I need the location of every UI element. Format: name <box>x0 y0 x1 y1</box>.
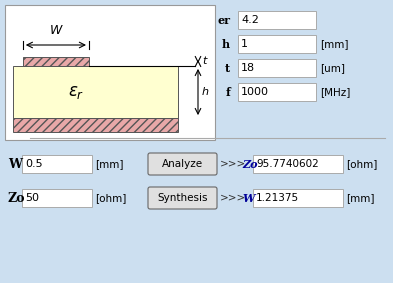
Text: 1.21375: 1.21375 <box>256 193 299 203</box>
Text: 95.7740602: 95.7740602 <box>256 159 319 169</box>
Text: >>>: >>> <box>220 193 246 203</box>
Text: 50: 50 <box>25 193 39 203</box>
Text: Zo: Zo <box>8 192 26 205</box>
Text: [ohm]: [ohm] <box>95 193 127 203</box>
FancyBboxPatch shape <box>148 153 217 175</box>
Bar <box>253 155 343 173</box>
Text: 1000: 1000 <box>241 87 269 97</box>
Text: [ohm]: [ohm] <box>346 159 377 169</box>
Text: h: h <box>202 87 209 97</box>
Text: [um]: [um] <box>320 63 345 73</box>
Text: Synthesis: Synthesis <box>157 193 208 203</box>
Text: h: h <box>222 38 230 50</box>
Text: t: t <box>225 63 230 74</box>
Bar <box>23 57 89 66</box>
Bar <box>22 155 92 173</box>
Text: 1: 1 <box>241 39 248 49</box>
Text: 4.2: 4.2 <box>241 15 259 25</box>
Bar <box>238 35 316 53</box>
Text: W: W <box>8 158 22 170</box>
Bar <box>253 189 343 207</box>
Text: f: f <box>225 87 230 98</box>
Text: >>>: >>> <box>220 159 246 169</box>
Bar <box>238 83 316 101</box>
Bar <box>238 11 316 29</box>
Bar <box>5 5 215 140</box>
Text: t: t <box>202 57 206 67</box>
Text: 18: 18 <box>241 63 255 73</box>
Text: $\varepsilon_r$: $\varepsilon_r$ <box>68 83 84 101</box>
Text: [mm]: [mm] <box>95 159 123 169</box>
Bar <box>13 118 178 132</box>
Text: Analyze: Analyze <box>162 159 203 169</box>
Text: W: W <box>50 24 62 37</box>
Text: er: er <box>217 14 230 25</box>
Bar <box>22 189 92 207</box>
Bar <box>238 59 316 77</box>
Text: [MHz]: [MHz] <box>320 87 351 97</box>
Text: [mm]: [mm] <box>320 39 349 49</box>
Text: [mm]: [mm] <box>346 193 375 203</box>
Bar <box>13 66 178 118</box>
Text: Zo: Zo <box>242 158 257 170</box>
Text: 0.5: 0.5 <box>25 159 42 169</box>
Text: W: W <box>242 192 255 203</box>
FancyBboxPatch shape <box>148 187 217 209</box>
